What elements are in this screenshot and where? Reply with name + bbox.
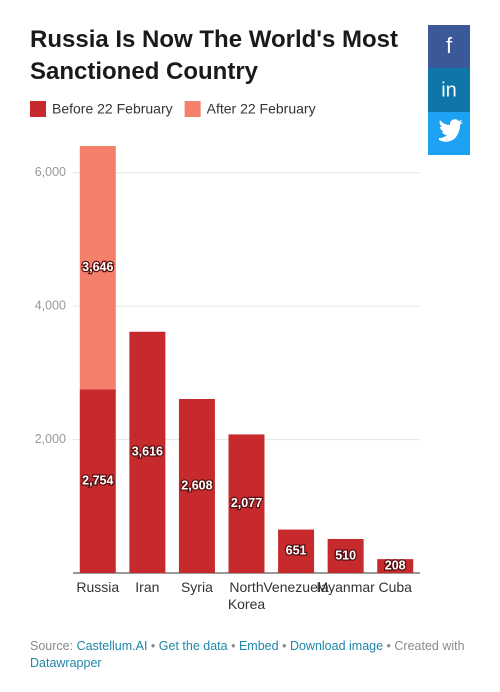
value-label: 2,608: [181, 478, 212, 492]
footer: Source: Castellum.AI • Get the data • Em…: [30, 638, 470, 672]
y-tick-label: 2,000: [35, 432, 66, 446]
tool-link[interactable]: Datawrapper: [30, 656, 102, 670]
bar: [278, 529, 315, 573]
legend-swatch: [184, 101, 201, 117]
legend-label: After 22 February: [207, 101, 316, 117]
embed-link[interactable]: Embed: [238, 639, 279, 653]
bar: [327, 538, 364, 573]
x-tick-label: Venezuela: [263, 579, 329, 595]
value-label: 208: [385, 558, 406, 572]
x-tick-label: Russia: [76, 579, 120, 595]
bar: [178, 398, 215, 573]
bar: [79, 146, 116, 390]
bar: [129, 331, 166, 573]
y-tick-label: 4,000: [35, 298, 66, 312]
x-tick-label: North Korea: [227, 579, 266, 612]
bar: [377, 559, 414, 573]
separator: •: [282, 639, 287, 653]
bar: [79, 389, 116, 573]
facebook-icon: f: [446, 33, 453, 58]
x-tick-label: Myanmar: [316, 579, 375, 595]
separator: •: [231, 639, 236, 653]
bar: [228, 434, 265, 573]
value-label: 510: [335, 548, 356, 562]
chart-title: Russia Is Now The World's Most Sanctione…: [30, 26, 398, 85]
x-tick-label: Cuba: [378, 579, 412, 595]
y-tick-label: 6,000: [35, 165, 66, 179]
x-tick-label: Syria: [180, 579, 213, 595]
linkedin-button[interactable]: [428, 68, 470, 112]
value-label: 2,754: [82, 473, 113, 487]
created-label: Created with: [394, 639, 465, 653]
source-link[interactable]: Castellum.AI: [76, 639, 148, 653]
legend-swatch: [30, 101, 46, 117]
x-tick-label: Iran: [135, 579, 160, 595]
value-label: 3,616: [132, 445, 163, 459]
twitter-icon: [439, 119, 463, 142]
linkedin-icon: in: [441, 79, 457, 101]
value-label: 3,646: [82, 260, 113, 274]
data-link[interactable]: Get the data: [158, 639, 228, 653]
separator: •: [150, 639, 156, 653]
value-label: 2,077: [231, 496, 262, 510]
source-label: Source:: [30, 639, 74, 653]
separator: •: [386, 639, 391, 653]
value-label: 651: [286, 544, 307, 558]
legend-label: Before 22 February: [52, 101, 173, 117]
download-link[interactable]: Download image: [289, 639, 384, 653]
facebook-button[interactable]: [428, 25, 470, 68]
